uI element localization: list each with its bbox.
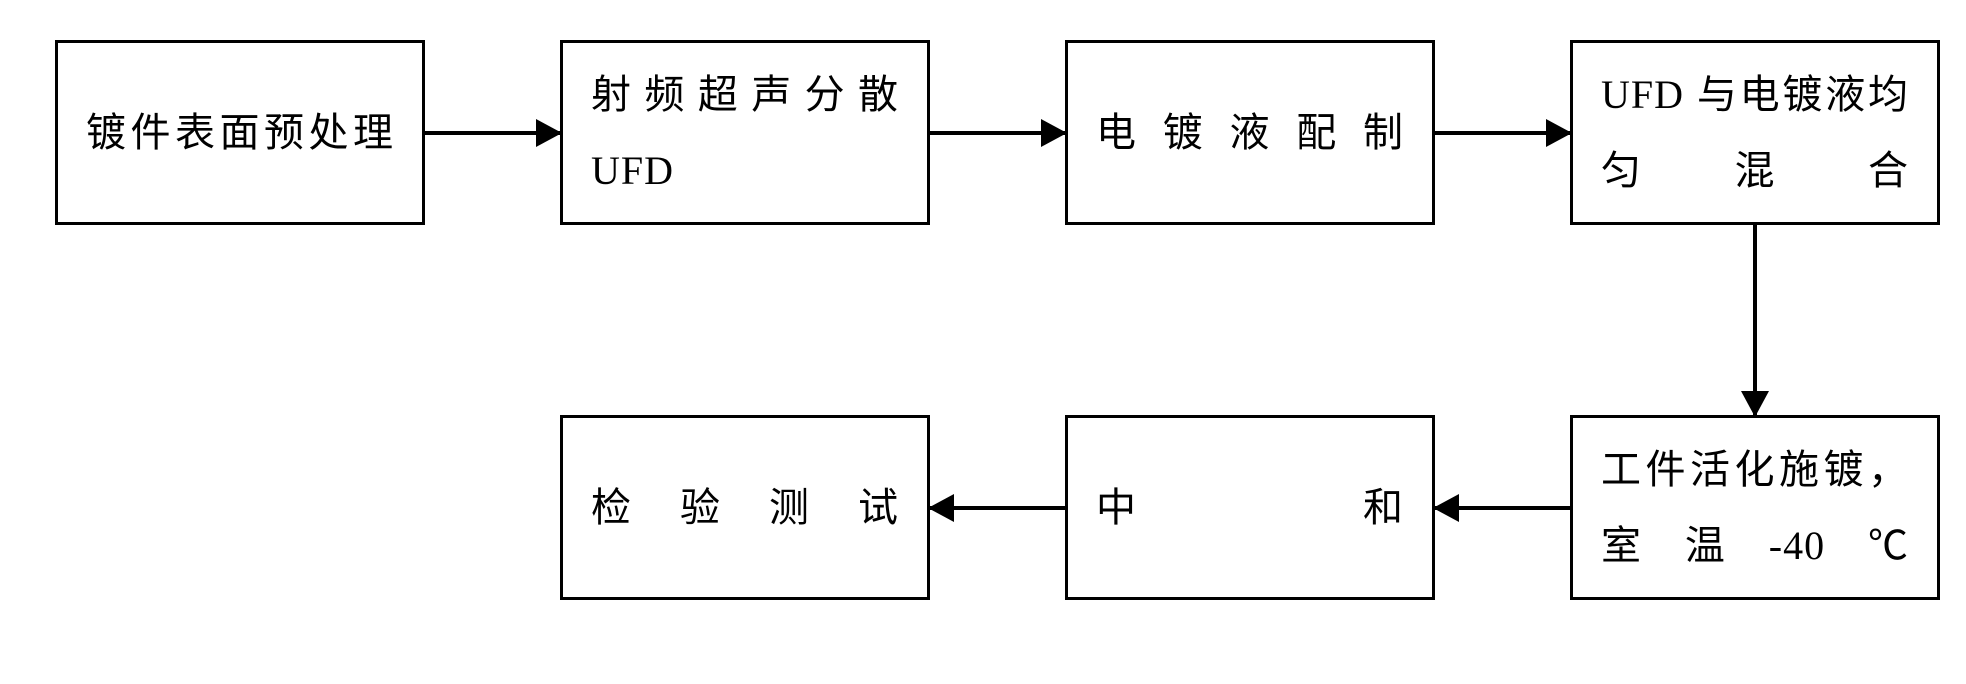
flow-node-label: 电镀液配制	[1096, 95, 1404, 171]
flow-node-n3: 电镀液配制	[1065, 40, 1435, 225]
flow-node-label: 射频超声分散UFD	[591, 57, 899, 209]
flow-arrow-n3-n4	[1435, 131, 1570, 135]
flow-node-label: 镀件表面预处理	[86, 95, 394, 171]
flow-arrow-n6-n7	[930, 506, 1065, 510]
flow-node-n1: 镀件表面预处理	[55, 40, 425, 225]
flow-arrow-n1-n2	[425, 131, 560, 135]
flow-node-label: 中和	[1096, 470, 1404, 546]
flow-node-n4: UFD 与电镀液均匀混合	[1570, 40, 1940, 225]
flowchart-canvas: 镀件表面预处理 射频超声分散UFD 电镀液配制 UFD 与电镀液均匀混合工件活化施镀，…	[0, 0, 1966, 684]
flow-node-label: 工件活化施镀，室温-40℃	[1601, 432, 1909, 584]
flow-arrow-n5-n6	[1435, 506, 1570, 510]
flow-node-n7: 检验测试	[560, 415, 930, 600]
flow-node-n2: 射频超声分散UFD	[560, 40, 930, 225]
flow-node-n6: 中和	[1065, 415, 1435, 600]
flow-arrow-n2-n3	[930, 131, 1065, 135]
flow-node-label: 检验测试	[591, 470, 899, 546]
flow-arrow-n4-n5	[1753, 225, 1757, 415]
flow-node-n5: 工件活化施镀，室温-40℃	[1570, 415, 1940, 600]
flow-node-label: UFD 与电镀液均匀混合	[1601, 57, 1909, 209]
